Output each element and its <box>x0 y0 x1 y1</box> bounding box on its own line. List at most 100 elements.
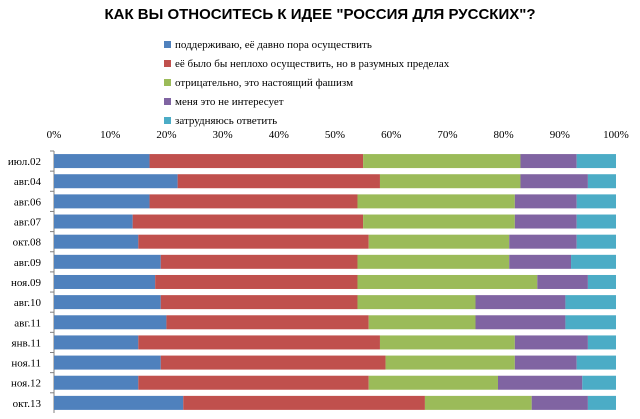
x-tick-label: 80% <box>494 129 514 141</box>
bar-segment-2 <box>138 234 369 249</box>
category-label: авг.09 <box>14 257 42 269</box>
bar-segment-3 <box>357 274 538 289</box>
bar-segment-2 <box>166 315 369 330</box>
legend-item-hard-to-say: затрудняюсь ответить <box>164 111 449 130</box>
bar-segment-2 <box>160 295 358 310</box>
bar-segment-1 <box>54 214 133 229</box>
bar-segment-2 <box>160 254 358 269</box>
bar-segment-3 <box>363 214 515 229</box>
bar-segment-5 <box>587 274 616 289</box>
legend-swatch <box>164 60 171 67</box>
category-label: ноя.11 <box>11 358 41 370</box>
bar-segment-4 <box>531 395 588 410</box>
bar-segment-4 <box>509 234 577 249</box>
bar-segment-1 <box>54 295 161 310</box>
bar-segment-4 <box>497 375 583 390</box>
category-label: авг.07 <box>14 217 42 229</box>
bar-segment-1 <box>54 274 156 289</box>
chart-legend: поддерживаю, её давно пора осуществить е… <box>164 35 449 130</box>
category-label: ноя.09 <box>11 277 41 289</box>
category-label: авг.04 <box>14 176 42 188</box>
bar-segment-1 <box>54 395 184 410</box>
bar-segment-3 <box>368 315 476 330</box>
bar-segment-4 <box>475 295 566 310</box>
legend-item-support: поддерживаю, её давно пора осуществить <box>164 35 449 54</box>
category-label: авг.11 <box>14 317 41 329</box>
bar-segment-3 <box>379 335 515 350</box>
bar-segment-1 <box>54 154 150 169</box>
x-tick-label: 20% <box>156 129 176 141</box>
bar-segment-1 <box>54 335 139 350</box>
bar-segment-5 <box>576 214 616 229</box>
bar-segment-1 <box>54 254 161 269</box>
bar-segment-3 <box>379 174 521 189</box>
bar-segment-5 <box>587 174 616 189</box>
legend-item-not-interested: меня это не интересует <box>164 92 449 111</box>
bar-segment-4 <box>537 274 588 289</box>
bar-segment-3 <box>424 395 532 410</box>
category-label: авг.06 <box>14 196 42 208</box>
bar-segment-5 <box>587 335 616 350</box>
bar-segment-5 <box>576 154 616 169</box>
category-label: окт.08 <box>13 237 42 249</box>
bar-segment-2 <box>183 395 425 410</box>
bar-segment-4 <box>520 174 588 189</box>
x-tick-label: 40% <box>269 129 289 141</box>
legend-swatch <box>164 117 171 124</box>
bar-segment-5 <box>565 315 616 330</box>
bar-segment-2 <box>149 194 358 209</box>
bar-segment-4 <box>475 315 566 330</box>
chart-title: КАК ВЫ ОТНОСИТЕСЬ К ИДЕЕ "РОССИЯ ДЛЯ РУС… <box>104 6 536 23</box>
bar-segment-1 <box>54 375 139 390</box>
bar-segment-5 <box>565 295 616 310</box>
bar-segment-2 <box>149 154 364 169</box>
bar-segment-3 <box>385 355 515 370</box>
legend-item-moderate: её было бы неплохо осуществить, но в раз… <box>164 54 449 73</box>
bar-segment-3 <box>357 254 510 269</box>
legend-item-negative: отрицательно, это настоящий фашизм <box>164 73 449 92</box>
legend-label: отрицательно, это настоящий фашизм <box>175 76 354 89</box>
legend-label: затрудняюсь ответить <box>175 114 278 127</box>
x-tick-label: 100% <box>603 129 629 141</box>
x-tick-label: 60% <box>381 129 401 141</box>
x-tick-label: 50% <box>325 129 345 141</box>
category-label: янв.11 <box>12 337 41 349</box>
bar-segment-2 <box>132 214 364 229</box>
x-tick-label: 90% <box>550 129 570 141</box>
bar-segment-2 <box>138 335 380 350</box>
bar-segment-4 <box>509 254 572 269</box>
x-tick-label: 70% <box>437 129 457 141</box>
bar-segment-3 <box>363 154 521 169</box>
category-label: ноя.12 <box>11 378 41 390</box>
legend-label: меня это не интересует <box>175 95 284 108</box>
bar-segment-5 <box>571 254 616 269</box>
legend-label: поддерживаю, её давно пора осуществить <box>175 38 372 51</box>
bar-segment-4 <box>514 194 577 209</box>
category-label: июл.02 <box>8 156 41 168</box>
bar-segment-5 <box>582 375 616 390</box>
category-label: авг.10 <box>14 297 42 309</box>
category-label: окт.13 <box>13 398 42 410</box>
bar-segment-5 <box>587 395 616 410</box>
bar-segment-3 <box>357 194 515 209</box>
bar-segment-4 <box>514 214 577 229</box>
bar-segment-2 <box>155 274 358 289</box>
bar-segment-2 <box>177 174 380 189</box>
x-tick-label: 30% <box>213 129 233 141</box>
bar-segment-1 <box>54 194 150 209</box>
bar-segment-4 <box>514 355 577 370</box>
bar-segment-5 <box>576 355 616 370</box>
bar-segment-1 <box>54 234 139 249</box>
legend-swatch <box>164 98 171 105</box>
bar-segment-2 <box>160 355 386 370</box>
legend-label: её было бы неплохо осуществить, но в раз… <box>175 57 450 70</box>
bar-segment-4 <box>514 335 588 350</box>
bar-segment-2 <box>138 375 369 390</box>
bar-segment-1 <box>54 355 161 370</box>
legend-swatch <box>164 41 171 48</box>
bar-segment-5 <box>576 234 616 249</box>
bar-segment-3 <box>368 234 510 249</box>
bar-segment-1 <box>54 174 178 189</box>
bar-segment-4 <box>520 154 577 169</box>
